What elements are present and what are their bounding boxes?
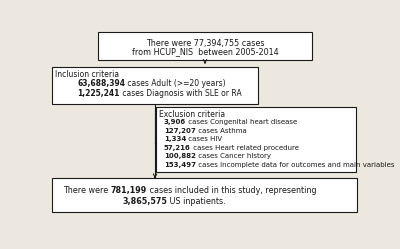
Bar (98, 32, 312, 60)
Text: cases Asthma: cases Asthma (196, 128, 246, 134)
Text: 63,688,394: 63,688,394 (77, 79, 125, 88)
Text: cases Heart related procedure: cases Heart related procedure (191, 145, 299, 151)
Text: cases included in this study, representing: cases included in this study, representi… (147, 186, 317, 195)
Text: 153,497: 153,497 (164, 162, 196, 168)
Text: 3,906: 3,906 (164, 119, 186, 125)
Bar (52, 179, 357, 212)
Text: 1,225,241: 1,225,241 (77, 89, 120, 98)
Text: 1,334: 1,334 (164, 136, 186, 142)
Text: 3,865,575: 3,865,575 (122, 197, 167, 206)
Text: Exclusion criteria: Exclusion criteria (159, 110, 226, 119)
Text: 57,216: 57,216 (164, 145, 191, 151)
Text: cases HIV: cases HIV (186, 136, 222, 142)
Text: cases Incomplete data for outcomes and main variables: cases Incomplete data for outcomes and m… (196, 162, 394, 168)
Text: cases Congenital heart disease: cases Congenital heart disease (186, 119, 297, 125)
Text: from HCUP_NIS  between 2005-2014: from HCUP_NIS between 2005-2014 (132, 47, 278, 56)
Text: There were: There were (63, 186, 111, 195)
Text: 781,199: 781,199 (111, 186, 147, 195)
Text: 100,882: 100,882 (164, 153, 196, 159)
Text: Inclusion criteria: Inclusion criteria (56, 70, 120, 79)
Text: 127,207: 127,207 (164, 128, 196, 134)
Text: US inpatients.: US inpatients. (167, 197, 226, 206)
Text: cases Cancer history: cases Cancer history (196, 153, 271, 159)
Bar (52, 67, 258, 104)
Bar (156, 107, 356, 172)
Text: cases Adult (>=20 years): cases Adult (>=20 years) (125, 79, 226, 88)
Text: There were 77,394,755 cases: There were 77,394,755 cases (146, 39, 264, 48)
Text: cases Diagnosis with SLE or RA: cases Diagnosis with SLE or RA (120, 89, 242, 98)
